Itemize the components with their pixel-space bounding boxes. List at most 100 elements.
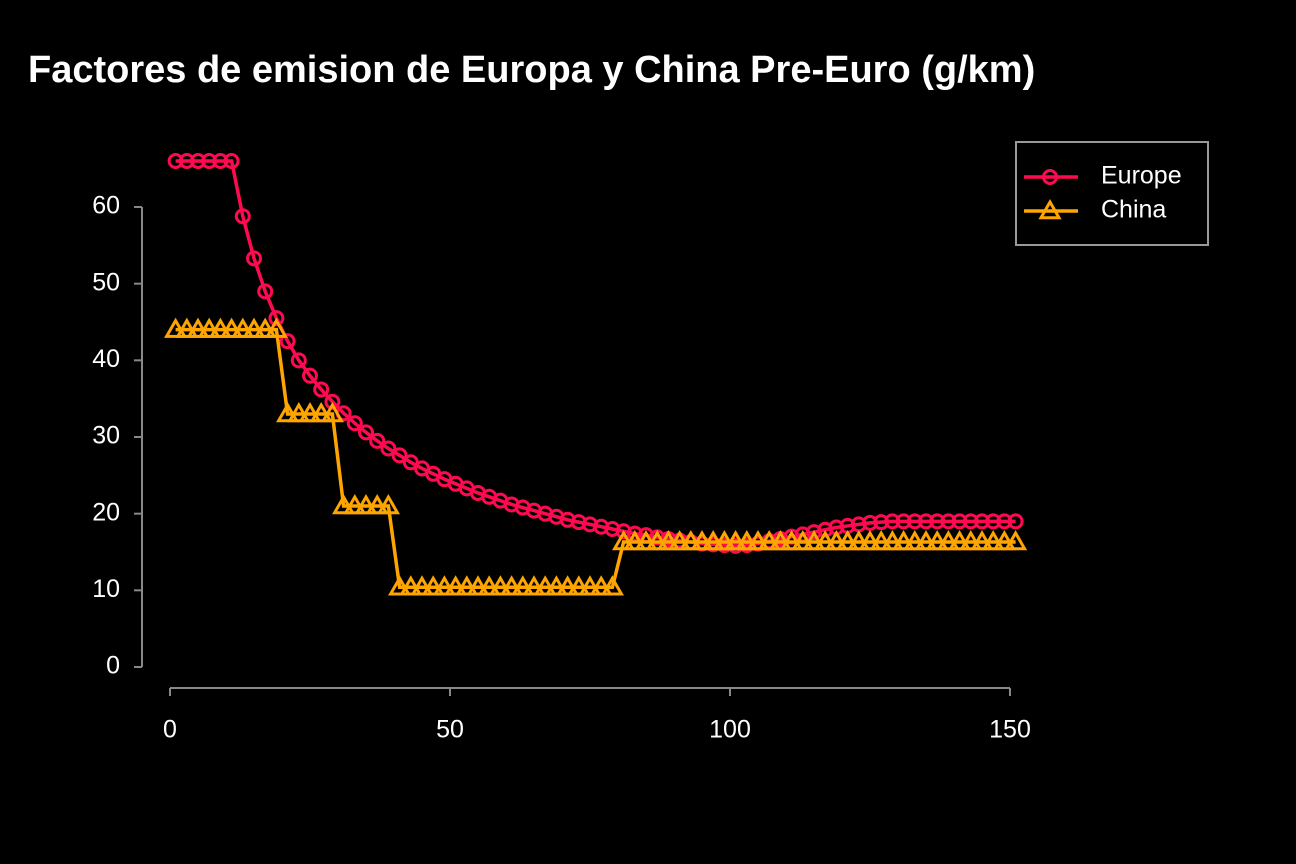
marker [421,575,445,596]
marker [892,530,916,551]
marker [522,575,546,596]
marker [455,575,479,596]
marker [813,530,837,551]
y-tick-label: 50 [92,268,120,296]
marker [757,530,781,551]
marker [746,530,770,551]
marker [869,530,893,551]
marker [735,530,759,551]
y-tick-label: 0 [106,652,120,680]
marker [388,575,412,596]
marker [466,575,490,596]
marker [358,424,374,441]
y-tick-label: 40 [92,345,120,373]
marker [220,317,244,338]
marker [1042,169,1058,185]
marker [974,513,990,530]
marker [780,530,804,551]
marker [679,530,703,551]
marker [556,575,580,596]
x-tick-label: 50 [436,716,464,744]
marker [701,530,725,551]
marker [309,401,333,423]
marker [645,530,669,551]
marker [884,513,901,530]
marker [511,575,535,596]
marker [197,317,221,338]
marker [847,530,871,551]
marker [190,153,206,169]
marker [201,153,218,169]
marker [500,575,524,596]
marker [544,575,568,596]
marker [313,381,330,398]
marker [612,530,636,551]
marker [477,575,501,596]
marker [287,401,311,423]
marker [970,530,994,551]
marker [948,530,972,551]
marker [324,393,341,410]
marker [264,317,288,338]
marker [951,513,968,530]
marker [690,530,714,551]
marker [444,575,468,596]
marker [332,493,356,515]
marker [623,530,647,551]
marker [903,530,927,551]
marker [918,513,934,530]
marker [836,530,860,551]
marker [346,415,363,432]
marker [376,493,400,515]
marker [862,514,878,531]
marker [391,447,408,464]
marker [996,513,1013,530]
marker [985,513,1002,530]
marker [276,401,300,423]
marker [186,317,210,338]
marker [302,367,318,384]
marker [712,530,736,551]
marker [242,317,266,338]
marker [880,530,904,551]
marker [925,530,949,551]
marker [668,530,692,551]
marker [656,530,680,551]
x-tick-label: 150 [989,716,1031,744]
marker [626,525,643,542]
marker [1004,530,1028,551]
marker [929,513,946,530]
y-tick-label: 30 [92,422,120,450]
marker [791,530,815,551]
marker [178,153,195,169]
marker [488,575,512,596]
y-tick-label: 60 [92,192,120,220]
marker [1007,513,1024,530]
marker [167,153,184,169]
marker [824,530,848,551]
marker [1038,198,1062,220]
x-tick-label: 100 [709,716,751,744]
x-tick-label: 0 [163,716,177,744]
legend-label: China [1101,196,1166,224]
marker [432,575,456,596]
marker [208,317,232,338]
marker [257,283,274,300]
marker [906,513,923,530]
marker [365,493,389,515]
marker [940,513,957,530]
marker [600,575,624,596]
marker [290,352,307,369]
marker [175,317,199,338]
marker [399,575,423,596]
marker [992,530,1016,551]
marker [533,575,557,596]
marker [231,317,255,338]
marker [246,250,262,267]
marker [634,530,658,551]
marker [895,513,912,530]
marker [858,530,882,551]
